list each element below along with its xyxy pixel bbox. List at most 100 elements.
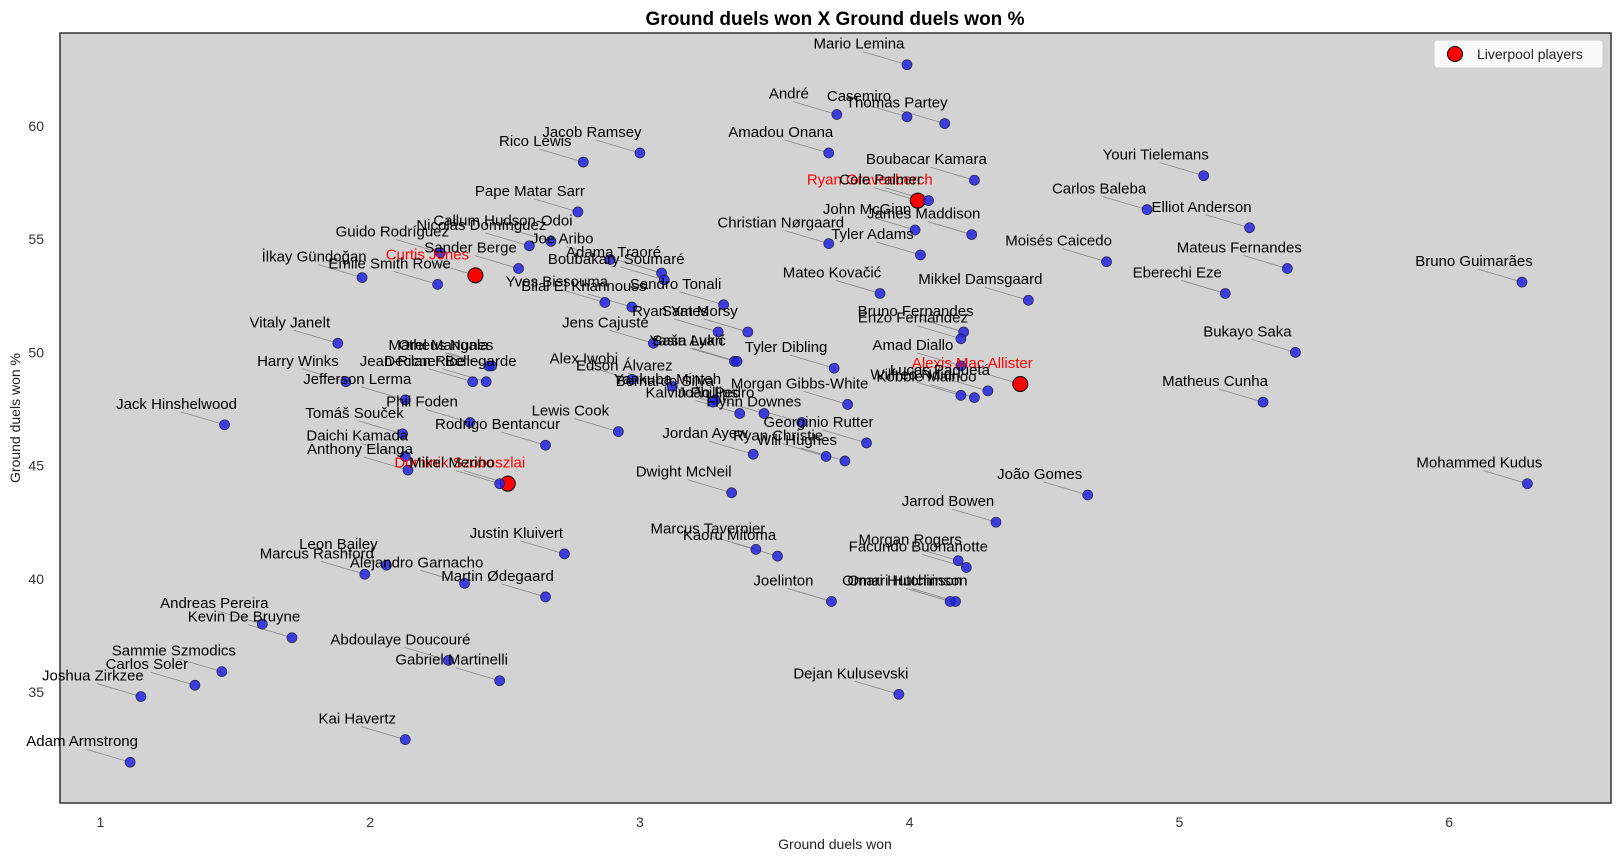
label-leader-line xyxy=(951,508,997,523)
x-tick-label: 3 xyxy=(636,814,644,830)
player-point xyxy=(707,396,719,408)
label-leader-line xyxy=(609,329,654,344)
legend-box xyxy=(1433,39,1604,69)
legend: Liverpool players xyxy=(1433,39,1604,69)
liverpool-player-point xyxy=(1012,376,1029,393)
label-leader-line xyxy=(781,443,827,457)
player-point xyxy=(666,380,678,392)
player-point xyxy=(955,390,967,401)
player-label: Orel Mangala xyxy=(399,337,490,354)
y-tick-label: 55 xyxy=(28,231,44,247)
player-point xyxy=(434,247,446,259)
player-label: John McGinn xyxy=(823,201,911,218)
player-label: Emile Smith Rowe xyxy=(328,255,451,272)
player-label: João Pedro xyxy=(678,384,755,401)
liverpool-player-label: Ryan Gravenberch xyxy=(807,172,933,189)
x-tick-label: 2 xyxy=(366,814,374,830)
player-label: Martin Ødegaard xyxy=(441,568,554,585)
label-leader-line xyxy=(1102,196,1148,211)
player-label: Amad Diallo xyxy=(872,337,953,354)
player-point xyxy=(915,249,926,261)
label-leader-line xyxy=(870,216,916,231)
label-leader-line xyxy=(1218,388,1264,403)
player-point xyxy=(1141,204,1153,215)
label-leader-line xyxy=(442,368,487,383)
label-leader-line xyxy=(916,381,962,396)
player-point xyxy=(216,666,228,677)
player-label: Mario Lemina xyxy=(814,36,906,53)
label-leader-line xyxy=(428,368,473,383)
player-label: Youri Tielemans xyxy=(1103,147,1209,164)
player-point xyxy=(861,437,872,449)
player-label: Ryan Yates xyxy=(632,303,708,320)
player-label: Leon Bailey xyxy=(299,536,378,553)
player-label: Bilal El Khannouss xyxy=(521,278,646,295)
label-leader-line xyxy=(361,443,406,457)
player-point xyxy=(823,238,835,249)
label-leader-line xyxy=(393,270,438,285)
player-point xyxy=(1023,294,1034,306)
player-label: Dwight McNeil xyxy=(636,464,732,481)
player-point xyxy=(658,274,670,286)
player-point xyxy=(359,568,371,580)
player-label: Yankuba Minteh xyxy=(614,371,721,388)
player-label: James Maddison xyxy=(867,206,980,223)
label-leader-line xyxy=(361,726,406,740)
data-points xyxy=(124,59,1533,768)
player-label: Rico Lewis xyxy=(499,133,572,150)
label-leader-line xyxy=(1159,162,1204,177)
player-label: Sandro Tonali xyxy=(630,276,721,293)
player-point xyxy=(1281,263,1293,274)
label-leader-line xyxy=(862,103,908,118)
label-leader-line xyxy=(501,431,546,446)
player-point xyxy=(823,147,835,159)
legend-marker xyxy=(1447,46,1463,62)
player-label: Kaoru Mitoma xyxy=(683,527,777,544)
x-tick-label: 1 xyxy=(97,814,105,830)
player-point xyxy=(750,544,762,555)
player-label: Georginio Rutter xyxy=(763,414,873,431)
player-label: Edson Álvarez xyxy=(576,357,673,374)
player-point xyxy=(494,675,506,687)
label-leader-line xyxy=(342,551,387,566)
player-point xyxy=(459,577,470,589)
player-point xyxy=(758,408,770,419)
player-point xyxy=(626,301,638,313)
player-label: Adama Traoré xyxy=(566,244,661,261)
player-label: Matheus Cunha xyxy=(1162,373,1269,390)
player-label: Sam Morsy xyxy=(662,303,738,320)
label-leader-line xyxy=(539,148,584,163)
player-label: Jens Cajuste xyxy=(562,314,649,331)
label-leader-line xyxy=(180,411,225,426)
player-point xyxy=(1219,288,1231,299)
player-point xyxy=(842,399,853,410)
player-point xyxy=(901,111,913,123)
label-leader-line xyxy=(719,400,765,414)
label-leader-line xyxy=(455,470,500,485)
player-point xyxy=(189,679,201,691)
player-point xyxy=(545,236,557,247)
player-label: Andreas Pereira xyxy=(160,595,269,612)
player-label: Anthony Elanga xyxy=(307,441,414,458)
label-leader-line xyxy=(404,646,449,661)
player-label: Amadou Onana xyxy=(728,124,834,141)
player-point xyxy=(1257,396,1269,408)
label-leader-line xyxy=(854,680,900,695)
player-label: Ryan Christie xyxy=(733,428,823,445)
player-label: Lewis Cook xyxy=(532,403,610,420)
label-leader-line xyxy=(668,388,713,403)
player-label: Eberechi Eze xyxy=(1133,264,1222,281)
player-point xyxy=(893,688,905,700)
label-leader-line xyxy=(930,166,975,181)
player-label: Vitaly Janelt xyxy=(250,314,331,331)
player-point xyxy=(432,279,443,290)
player-label: Carlos Baleba xyxy=(1052,181,1147,198)
player-point xyxy=(604,254,616,265)
player-label: Omari Hutchinson xyxy=(848,572,968,589)
label-leader-line xyxy=(1251,338,1296,353)
player-label: Jean-Ricner Bellegarde xyxy=(360,353,517,370)
label-leader-line xyxy=(455,667,500,682)
label-leader-line xyxy=(177,658,222,673)
player-label: Jack Hinshelwood xyxy=(116,396,237,413)
